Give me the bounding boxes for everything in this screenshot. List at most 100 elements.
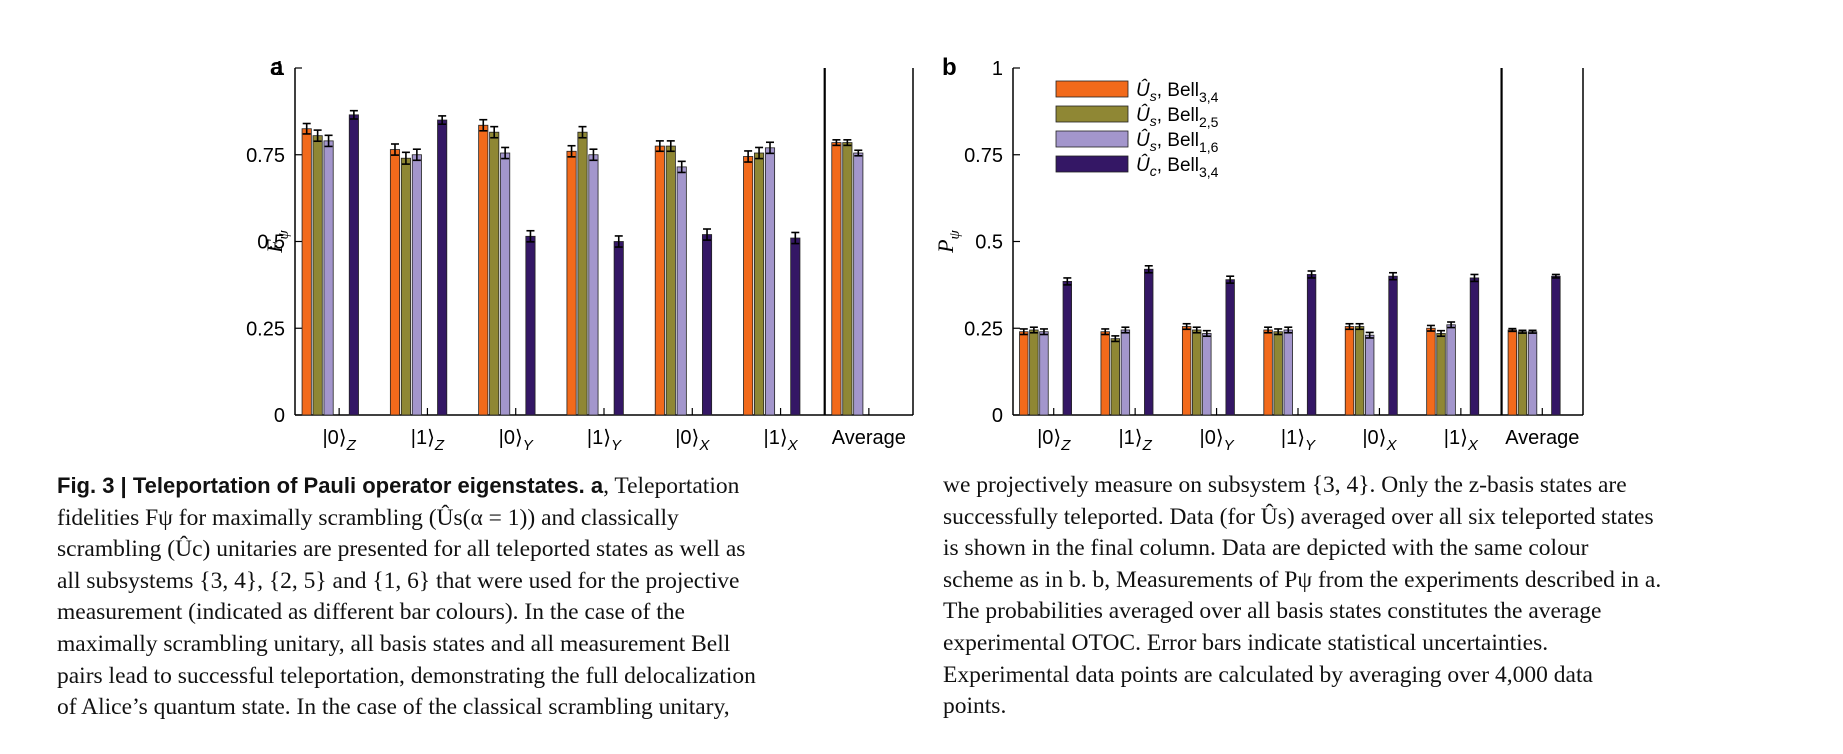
x-tick-label: Average: [1505, 427, 1579, 449]
caption-line: points.: [943, 693, 1007, 720]
bar: [665, 145, 676, 416]
bar: [1263, 329, 1273, 416]
bar: [853, 152, 864, 416]
bar: [676, 166, 687, 416]
caption-right-column: we projectively measure on subsystem {3,…: [943, 470, 1793, 723]
bar: [389, 149, 401, 416]
panel-label: a: [270, 54, 284, 81]
bar: [1273, 331, 1283, 416]
bar: [1527, 331, 1538, 416]
bar: [1469, 277, 1480, 416]
bar: [1062, 281, 1072, 416]
x-tick-label: |0⟩X: [1362, 427, 1397, 454]
bar: [1039, 331, 1049, 416]
bar: [301, 128, 312, 416]
figure-3: 0 0.25 0.5 0.75 1 |0⟩Z |1⟩Z |0⟩Y |1⟩Y |0⟩X |1⟩X Ave…: [246, 54, 1584, 454]
bar: [348, 114, 359, 416]
x-tick-label: |1⟩Z: [411, 427, 445, 454]
bar: [831, 142, 842, 416]
caption-line: all subsystems {3, 4}, {2, 5} and {1, 6}…: [57, 567, 740, 594]
caption-line: is shown in the final column. Data are d…: [943, 535, 1589, 562]
legend-label: Ûs, Bell2,5: [1136, 104, 1219, 130]
x-tick-label: |0⟩Z: [1037, 427, 1071, 454]
x-tick-label: |1⟩Y: [1281, 427, 1316, 454]
bar: [613, 241, 624, 416]
bar: [1283, 329, 1293, 416]
caption-line: we projectively measure on subsystem {3,…: [943, 472, 1627, 498]
bar: [525, 235, 536, 416]
caption-heading: Fig. 3 | Teleportation of Pauli operator…: [57, 473, 604, 498]
y-tick-label: 0.75: [246, 145, 285, 167]
bar: [1507, 329, 1518, 416]
bar: [1029, 329, 1039, 416]
y-tick-label: 0.5: [975, 232, 1003, 254]
y-tick-label: 0.75: [964, 145, 1003, 167]
y-axis-label: Pψ: [933, 229, 963, 253]
bar: [1120, 329, 1131, 416]
x-tick-label: |1⟩Y: [587, 427, 622, 454]
caption-line: fidelities Fψ for maximally scrambling (…: [57, 504, 679, 531]
bar: [478, 124, 489, 416]
caption-left-column: Fig. 3 | Teleportation of Pauli operator…: [57, 470, 907, 724]
bar: [1100, 331, 1110, 416]
bar: [743, 156, 754, 416]
bar: [701, 234, 713, 416]
x-tick-label: |0⟩X: [675, 427, 710, 454]
bar: [312, 135, 323, 416]
bar: [323, 140, 334, 416]
chart-panel-b: 0 0.25 0.5 0.75 1 |0⟩Z |1⟩Z |0⟩Y |1⟩Y |0⟩X |1⟩X Ave…: [933, 54, 1584, 454]
bar: [1225, 279, 1235, 416]
legend-label: Ûs, Bell3,4: [1136, 79, 1219, 105]
x-tick-label: |0⟩Y: [499, 427, 534, 454]
bar: [566, 150, 577, 416]
bar: [654, 145, 665, 416]
legend-label: Ûs, Bell1,6: [1136, 129, 1219, 155]
caption-text: , Teleportation: [603, 473, 740, 499]
bar: [588, 154, 599, 416]
bar: [754, 152, 765, 416]
bar: [577, 131, 588, 416]
bar: [437, 119, 448, 416]
bar: [1019, 331, 1029, 416]
bar: [1436, 333, 1446, 416]
legend-swatch: [1055, 130, 1129, 148]
bar: [1354, 326, 1365, 416]
bar: [1388, 275, 1398, 416]
bar: [1181, 326, 1192, 416]
caption-line: Experimental data points are calculated …: [943, 661, 1593, 688]
bar: [1517, 331, 1528, 416]
x-tick-label: |0⟩Y: [1200, 427, 1235, 454]
caption-line: Fig. 3 | Teleportation of Pauli operator…: [57, 470, 907, 503]
bar: [1344, 326, 1355, 416]
caption-line: The probabilities averaged over all basi…: [943, 598, 1602, 625]
x-tick-label: |1⟩X: [1444, 427, 1479, 454]
caption-line: of Alice’s quantum state. In the case of…: [57, 694, 730, 721]
bar: [790, 237, 801, 416]
bar: [1551, 275, 1561, 416]
bar: [1110, 338, 1120, 416]
y-tick-label: 0: [992, 405, 1003, 427]
bar: [400, 157, 411, 416]
x-tick-label: |0⟩Z: [322, 427, 356, 454]
caption-line: experimental OTOC. Error bars indicate s…: [943, 629, 1549, 656]
bar: [1306, 274, 1317, 416]
y-tick-label: 0.25: [964, 318, 1003, 340]
y-tick-label: 1: [992, 58, 1003, 80]
x-tick-label: Average: [832, 427, 906, 449]
bar: [411, 154, 422, 416]
bar: [842, 142, 853, 416]
x-tick-label: |1⟩X: [764, 427, 799, 454]
bar: [1426, 327, 1436, 416]
legend-swatch: [1055, 105, 1129, 123]
panel-label: b: [942, 54, 957, 81]
bar: [489, 131, 500, 416]
x-tick-label: |1⟩Z: [1118, 427, 1152, 454]
caption-line: scrambling (Ûc) unitaries are presented …: [57, 536, 746, 563]
bar: [1144, 268, 1154, 416]
bar: [500, 152, 511, 416]
bar: [764, 147, 776, 416]
legend-swatch: [1055, 80, 1129, 98]
y-tick-label: 0.25: [246, 318, 285, 340]
bar: [1202, 333, 1212, 416]
bar: [1446, 324, 1456, 416]
